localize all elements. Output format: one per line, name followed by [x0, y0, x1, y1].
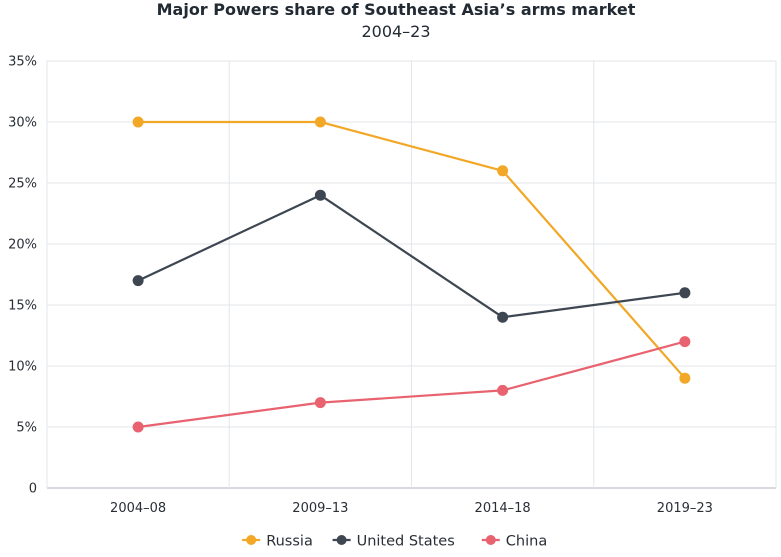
data-point: [497, 384, 509, 396]
legend: Russia United States China: [242, 534, 547, 550]
x-tick-label: 2014–18: [475, 501, 531, 516]
y-tick-label: 25%: [8, 177, 37, 192]
y-axis: 0 5% 10% 15% 20% 25% 30% 35%: [8, 55, 37, 497]
data-point: [497, 165, 509, 177]
y-tick-label: 0: [29, 482, 37, 497]
legend-marker-icon: [246, 535, 257, 545]
x-axis: 2004–08 2009–13 2014–18 2019–23: [110, 501, 713, 516]
chart-subtitle: 2004–23: [361, 22, 430, 41]
x-tick-label: 2004–08: [110, 501, 166, 516]
data-point: [679, 372, 691, 384]
legend-item-united-states: United States: [332, 534, 455, 550]
data-point: [132, 275, 144, 287]
legend-marker-icon: [336, 535, 347, 545]
data-point: [132, 421, 144, 433]
y-tick-label: 20%: [8, 238, 37, 253]
series-line: [137, 340, 686, 429]
x-tick-label: 2019–23: [657, 501, 713, 516]
y-tick-label: 15%: [8, 299, 37, 314]
series-line: [137, 194, 686, 319]
y-tick-label: 5%: [16, 421, 37, 436]
data-point: [679, 287, 691, 299]
legend-label: United States: [357, 534, 455, 550]
legend-item-china: China: [481, 534, 547, 550]
data-point: [679, 336, 691, 348]
legend-label: China: [506, 534, 547, 550]
data-point: [314, 116, 326, 128]
data-point: [314, 189, 326, 201]
y-tick-label: 10%: [8, 360, 37, 375]
chart-title: Major Powers share of Southeast Asia’s a…: [157, 0, 636, 19]
data-point: [132, 116, 144, 128]
series-line: [138, 120, 686, 379]
x-tick-label: 2009–13: [292, 501, 348, 516]
series-united-states: [132, 189, 691, 323]
grid: [46, 60, 777, 489]
series-china: [132, 336, 691, 433]
legend-marker-icon: [485, 535, 496, 545]
y-tick-label: 35%: [8, 55, 37, 70]
y-tick-label: 30%: [8, 116, 37, 131]
series-lines: [132, 116, 691, 433]
data-point: [497, 311, 509, 323]
data-point: [314, 397, 326, 409]
series-russia: [132, 116, 691, 384]
legend-item-russia: Russia: [242, 534, 313, 550]
legend-label: Russia: [266, 534, 313, 550]
